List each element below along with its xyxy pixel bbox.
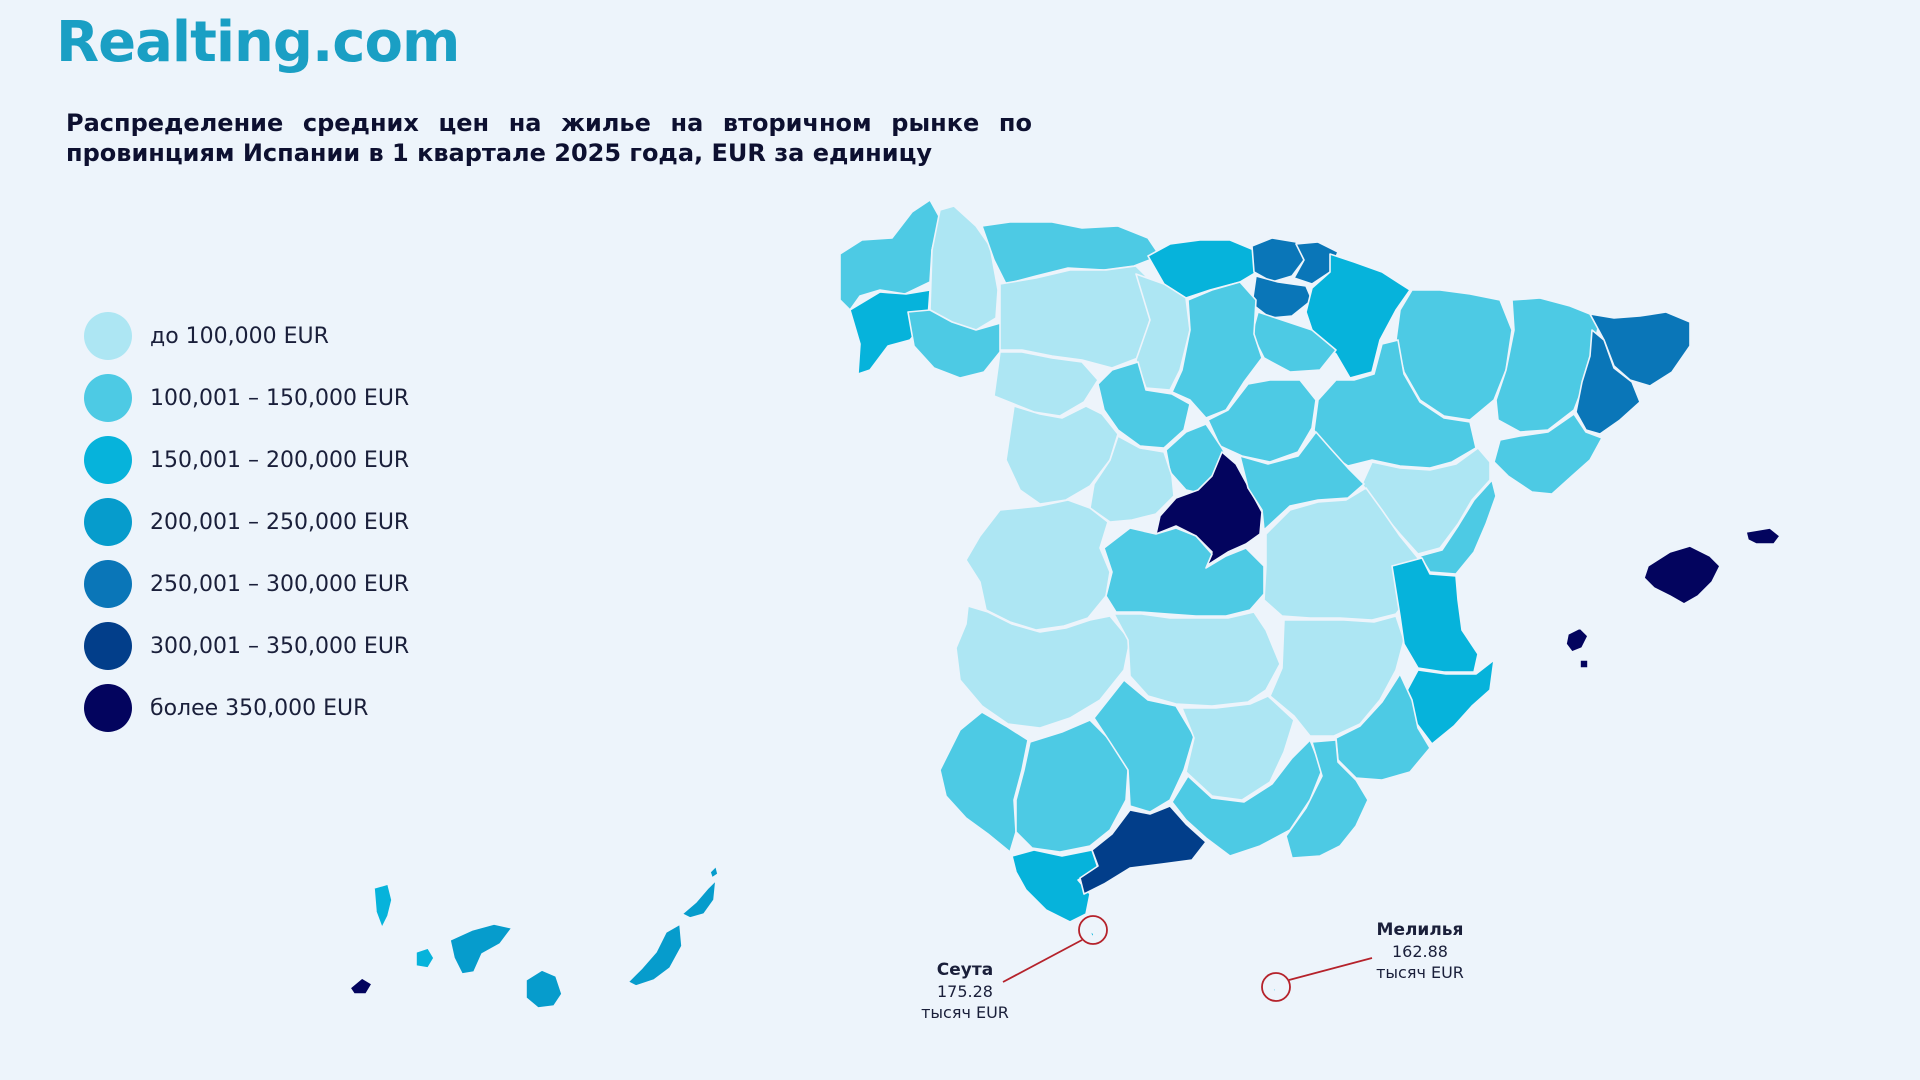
province-valladolid[interactable] [1097,361,1191,449]
map-title: Распределение средних цен на жилье на вт… [66,109,1032,167]
province-castellon[interactable] [1419,479,1497,575]
island-la-gomera[interactable] [415,947,435,969]
province-zamora[interactable] [993,351,1099,417]
province-huelva[interactable] [939,711,1029,853]
melilla-callout: Мелилья 162.88 тысяч EUR [1360,920,1480,983]
melilla-name: Мелилья [1376,920,1464,940]
ceuta-callout: Сеута 175.28 тысяч EUR [905,960,1025,1023]
province-albacete[interactable] [1269,615,1405,737]
island-ibiza[interactable] [1565,627,1589,653]
legend-swatch-4 [84,498,132,546]
legend-label-4: 200,001 – 250,000 EUR [150,510,410,535]
island-gran-canaria[interactable] [525,969,563,1009]
province-bizkaia[interactable] [1251,237,1305,283]
melilla-callout-line [1288,957,1373,981]
island-formentera[interactable] [1579,659,1589,669]
province-sevilla[interactable] [1015,719,1129,853]
province-ciudad-real[interactable] [1113,611,1281,707]
island-graciosa[interactable] [709,865,719,879]
island-menorca[interactable] [1745,527,1781,545]
island-mallorca[interactable] [1643,545,1721,605]
legend-label-7: более 350,000 EUR [150,696,369,721]
legend-label-3: 150,001 – 200,000 EUR [150,448,410,473]
province-murcia[interactable] [1335,673,1431,781]
ceuta-callout-circle [1078,915,1108,945]
island-la-palma[interactable] [373,883,393,929]
melilla-value: 162.88 [1392,942,1448,961]
ceuta-territory[interactable] [1089,929,1095,939]
island-fuerteventura[interactable] [627,923,683,987]
legend-swatch-5 [84,560,132,608]
province-cadiz[interactable] [1011,849,1099,923]
province-cordoba[interactable] [1093,679,1195,813]
province-barcelona[interactable] [1575,329,1641,435]
province-guadalajara[interactable] [1239,431,1365,531]
legend-label-2: 100,001 – 150,000 EUR [150,386,410,411]
legend-swatch-1 [84,312,132,360]
legend-swatch-6 [84,622,132,670]
legend-swatch-2 [84,374,132,422]
province-toledo[interactable] [1103,527,1265,617]
legend-label-5: 250,001 – 300,000 EUR [150,572,410,597]
island-tenerife[interactable] [449,923,513,975]
province-badajoz[interactable] [955,605,1131,729]
province-zaragoza[interactable] [1313,339,1477,469]
legend-label-6: 300,001 – 350,000 EUR [150,634,410,659]
island-lanzarote[interactable] [681,879,717,919]
ceuta-value: 175.28 [937,982,993,1001]
province-palencia[interactable] [1135,273,1191,391]
ceuta-unit: тысяч EUR [921,1003,1009,1022]
melilla-callout-circle [1261,972,1291,1002]
province-pontevedra[interactable] [849,289,931,375]
province-alava[interactable] [1251,275,1313,319]
ceuta-name: Сеута [936,960,994,980]
ceuta-callout-line [1002,939,1083,983]
province-lleida[interactable] [1495,297,1599,433]
province-valencia[interactable] [1391,557,1479,673]
legend-swatch-7 [84,684,132,732]
province-caceres[interactable] [965,499,1111,631]
province-avila[interactable] [1089,435,1175,523]
province-almeria[interactable] [1285,739,1369,859]
melilla-territory[interactable] [1271,985,1277,993]
island-el-hierro[interactable] [349,977,373,995]
province-jaen[interactable] [1181,695,1295,801]
province-tarragona[interactable] [1493,413,1603,495]
province-soria[interactable] [1207,379,1317,463]
melilla-unit: тысяч EUR [1376,963,1464,982]
legend-label-1: до 100,000 EUR [150,324,329,349]
province-malaga[interactable] [1079,805,1207,895]
legend-swatch-3 [84,436,132,484]
province-gipuzkoa[interactable] [1293,241,1339,285]
realting-logo[interactable]: Realting.com [56,10,460,75]
province-burgos[interactable] [1171,281,1263,419]
